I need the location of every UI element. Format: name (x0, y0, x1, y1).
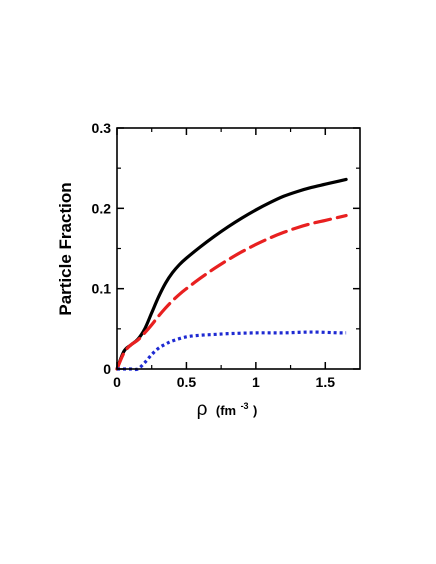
x-axis-unit-close: ) (253, 403, 257, 418)
x-tick-label: 0 (113, 374, 121, 390)
x-tick-label: 1 (252, 374, 260, 390)
series-line-dotted (117, 330, 347, 372)
y-tick-label: 0 (103, 361, 111, 377)
ticks-layer (116, 127, 360, 370)
series-line-dashed (115, 213, 348, 371)
x-tick-label: 1.5 (316, 374, 336, 390)
tick-labels-layer: 0 0.5 1 1.5 0 0.1 0.2 0.3 (92, 120, 336, 390)
x-tick-label: 0.5 (177, 374, 197, 390)
y-axis-title: Particle Fraction (56, 182, 75, 315)
y-tick-label: 0.2 (92, 200, 112, 216)
x-axis-title: ρ (fm -3 ) (197, 396, 258, 420)
y-tick-label: 0.1 (92, 281, 112, 297)
y-tick-label: 0.3 (92, 120, 112, 136)
series-layer (115, 177, 348, 372)
x-axis-symbol: ρ (197, 399, 208, 420)
series-line-solid (115, 177, 348, 371)
x-axis-unit: (fm (216, 403, 236, 418)
x-axis-unit-exponent: -3 (241, 401, 249, 411)
